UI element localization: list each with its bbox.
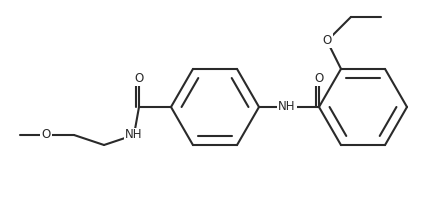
Text: NH: NH <box>125 129 143 141</box>
Text: O: O <box>314 72 324 85</box>
Text: O: O <box>41 129 51 141</box>
Text: O: O <box>322 34 332 47</box>
Text: NH: NH <box>278 101 296 113</box>
Text: O: O <box>134 72 144 85</box>
